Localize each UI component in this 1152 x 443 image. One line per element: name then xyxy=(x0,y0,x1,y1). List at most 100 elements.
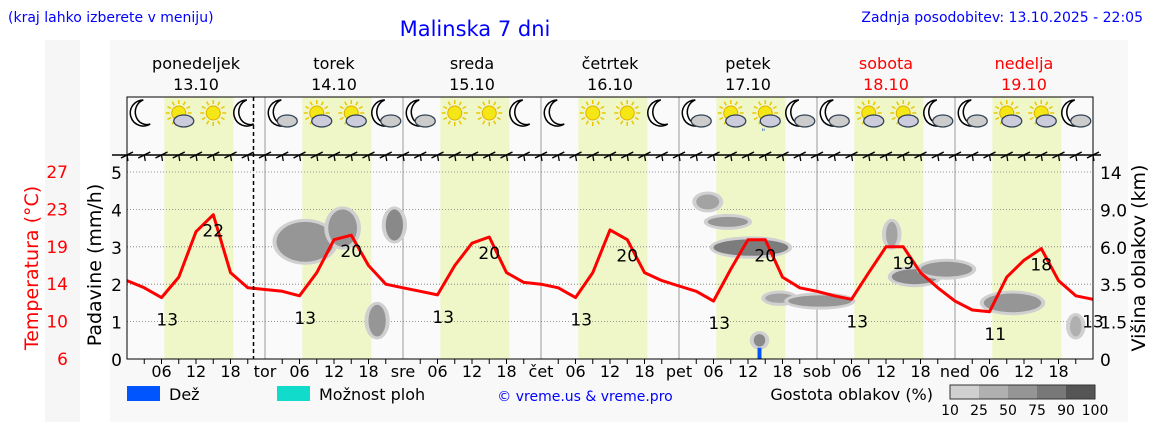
sun-ray xyxy=(206,120,210,125)
hour-tick-label: 06 xyxy=(703,362,723,381)
temperature-label: 20 xyxy=(616,247,638,267)
sun-ray xyxy=(1048,105,1053,110)
sun-ray xyxy=(182,101,186,106)
sun-cloud-rain-icon: " xyxy=(752,100,781,138)
wind-barb-tick xyxy=(316,154,319,162)
sun-icon xyxy=(441,100,468,126)
cloud-patch-core xyxy=(385,209,403,241)
cloud-shape xyxy=(725,114,747,128)
cloud-height-tick-label: 3.5 xyxy=(1100,276,1127,296)
moon-icon xyxy=(543,99,565,127)
wind-barb-tick xyxy=(402,154,405,162)
sun-ray xyxy=(857,105,862,110)
sun-ray xyxy=(339,116,344,121)
cloud-shape xyxy=(276,114,298,128)
cloud-height-axis-label: Višina oblakov (km) xyxy=(1128,165,1150,352)
wind-barb-tick xyxy=(160,154,164,162)
sun-ray xyxy=(477,105,482,110)
cloud-density-tick: 50 xyxy=(999,403,1017,419)
wind-barb-tick xyxy=(247,154,250,162)
day-abbr-tick: tor xyxy=(254,362,277,381)
day-abbr-tick: čet xyxy=(529,362,554,381)
cloud-density-legend-label: Gostota oblakov (%) xyxy=(770,385,933,404)
sun-ray xyxy=(723,101,727,106)
wind-barb-tick xyxy=(195,154,198,162)
sun-ray xyxy=(443,116,448,121)
wind-barb-tick xyxy=(419,154,422,162)
wind-barb-tick xyxy=(988,154,992,162)
sun-cloud-icon xyxy=(717,100,747,128)
temperature-label: 13 xyxy=(846,312,868,332)
cloud-patch-core xyxy=(1070,315,1082,337)
cloud-patch-core xyxy=(788,295,852,307)
cloud-density-swatch xyxy=(1008,385,1037,399)
sun-icon xyxy=(579,100,606,126)
hour-tick-label: 06 xyxy=(289,362,309,381)
sun-icon xyxy=(200,100,227,126)
wind-barb-tick xyxy=(781,154,785,162)
daylight-band xyxy=(440,97,510,359)
wind-barb-tick xyxy=(557,154,560,162)
wind-barb-tick xyxy=(333,154,336,162)
cloud-shape xyxy=(311,114,333,128)
sun-ray xyxy=(217,120,221,125)
precip-tick-label: 5 xyxy=(111,164,122,184)
temperature-label: 13 xyxy=(156,311,178,331)
cloud-shape xyxy=(828,114,850,128)
temp-tick-label: 6 xyxy=(57,350,68,370)
sun-ray xyxy=(876,105,881,110)
day-name: ponedeljek xyxy=(152,54,241,73)
sun-ray xyxy=(910,105,915,110)
sun-ray xyxy=(339,105,344,110)
sun-ray xyxy=(344,101,348,106)
wind-barb-tick xyxy=(436,154,440,162)
sun-ray xyxy=(324,105,329,110)
wind-barb-tick xyxy=(937,154,940,162)
cloud-shape xyxy=(173,114,195,128)
daylight-band xyxy=(578,97,648,359)
sun-ray xyxy=(305,105,310,110)
cloud-patch-core xyxy=(368,304,386,337)
wind-barb-tick xyxy=(298,154,302,162)
wind-barb-tick xyxy=(816,154,819,162)
moon-crescent xyxy=(509,99,531,127)
sun-ray xyxy=(995,116,1000,121)
sun-ray xyxy=(634,105,639,110)
sun-ray xyxy=(995,105,1000,110)
sun-disc xyxy=(585,105,601,121)
day-name: torek xyxy=(313,54,355,73)
wind-barb-tick xyxy=(574,154,578,162)
sun-cloud-icon xyxy=(338,100,367,128)
temperature-label: 13 xyxy=(294,309,316,329)
wind-barb-tick xyxy=(488,154,491,162)
wind-barb-tick xyxy=(350,154,353,162)
sun-ray xyxy=(999,101,1003,106)
moon-icon xyxy=(509,99,531,127)
credit-link[interactable]: © vreme.us & vreme.pro xyxy=(497,389,672,405)
wind-barb-tick xyxy=(1006,154,1009,162)
sun-ray xyxy=(891,116,896,121)
sun-ray xyxy=(769,101,773,106)
sun-ray xyxy=(896,101,900,106)
moon-cloud-icon xyxy=(405,99,436,128)
wind-barb-tick xyxy=(764,154,767,162)
sun-ray xyxy=(220,105,225,110)
temperature-label: 22 xyxy=(202,222,224,242)
wind-barb-tick xyxy=(385,154,388,162)
cloud-density-swatch xyxy=(950,385,979,399)
day-date: 16.10 xyxy=(587,75,633,94)
moon-cloud-icon xyxy=(957,99,988,128)
sun-ray xyxy=(753,116,758,121)
sun-ray xyxy=(719,116,724,121)
day-date: 13.10 xyxy=(173,75,219,94)
sun-ray xyxy=(631,120,635,125)
daylight-band xyxy=(992,97,1062,359)
wind-barb-tick xyxy=(229,154,233,162)
sun-ray xyxy=(861,101,865,106)
location-hint[interactable]: (kraj lahko izberete v meniju) xyxy=(8,10,214,26)
cloud-shape xyxy=(380,114,402,128)
moon-icon xyxy=(129,99,151,127)
hour-tick-label: 18 xyxy=(772,362,792,381)
temp-tick-label: 10 xyxy=(46,313,68,333)
